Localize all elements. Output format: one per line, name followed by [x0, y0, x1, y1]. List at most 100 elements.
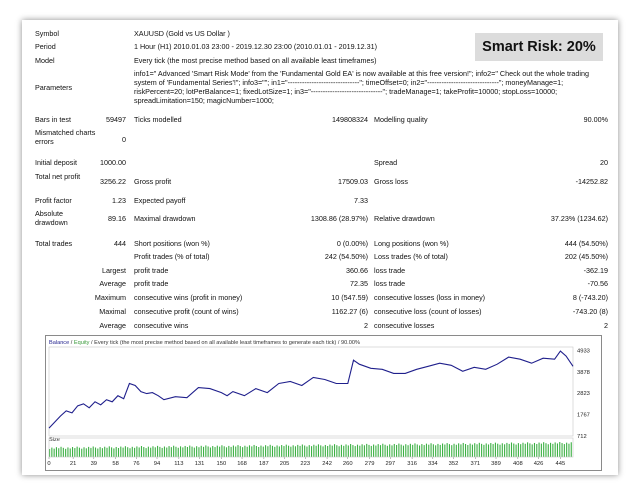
size-bar	[134, 447, 136, 457]
size-bar	[377, 444, 379, 457]
size-bar	[444, 444, 446, 457]
size-bar	[111, 447, 113, 457]
size-bar	[508, 443, 510, 457]
size-bar	[161, 447, 163, 457]
average-consecutive-losses-label: consecutive losses	[374, 321, 435, 330]
size-bar	[333, 444, 336, 457]
size-bar	[292, 445, 294, 457]
size-bar	[163, 446, 166, 457]
size-bar	[304, 445, 306, 457]
size-bar	[219, 446, 221, 457]
profit-trades-label: Profit trades (% of total)	[134, 252, 210, 261]
size-bar	[260, 445, 262, 457]
maximal-consecutive-profit-label: consecutive profit (count of wins)	[134, 307, 239, 316]
size-bar	[58, 448, 60, 457]
x-tick-label: 316	[407, 461, 417, 467]
size-bar	[361, 444, 363, 457]
size-bar	[60, 446, 62, 457]
size-bar	[419, 445, 421, 457]
strategy-tester-report: Smart Risk: 20% Symbol XAUUSD (Gold vs U…	[22, 20, 618, 475]
report-frame: Smart Risk: 20% Symbol XAUUSD (Gold vs U…	[22, 20, 618, 475]
size-bar	[196, 446, 198, 457]
size-bar	[460, 444, 462, 457]
size-bar	[566, 442, 568, 457]
size-bar	[253, 444, 255, 457]
largest-label: Largest	[102, 266, 126, 275]
size-bar	[53, 448, 55, 457]
total-trades-label: Total trades	[35, 239, 73, 248]
size-bar	[221, 445, 223, 457]
size-bar	[428, 444, 430, 457]
x-tick-label: 426	[534, 461, 544, 467]
size-bar	[83, 447, 85, 457]
absolute-drawdown-value: 89.16	[108, 214, 126, 223]
size-bar	[267, 446, 269, 457]
size-bar	[531, 444, 533, 457]
size-bar	[393, 443, 395, 457]
size-bar	[212, 446, 214, 457]
size-bar	[136, 446, 138, 457]
size-bar	[439, 444, 441, 457]
size-bar	[359, 445, 361, 457]
relative-drawdown-value: 37.23% (1234.62)	[550, 214, 608, 223]
x-tick-label: 113	[174, 461, 183, 467]
size-bar	[251, 446, 253, 457]
chart-legend: Balance / Equity / Every tick (the most …	[49, 340, 360, 346]
x-tick-label: 205	[280, 461, 290, 467]
bars-label: Bars in test	[35, 115, 71, 124]
size-bar	[306, 446, 308, 457]
size-bar	[343, 445, 345, 457]
average-profit-value: 72.35	[350, 279, 368, 288]
size-bar	[499, 444, 501, 457]
size-bar	[152, 446, 154, 457]
size-bar	[487, 444, 490, 457]
size-bar	[412, 444, 414, 457]
size-bar	[347, 445, 349, 457]
size-bar	[485, 443, 487, 457]
size-bar	[129, 448, 131, 457]
y-tick-label: 712	[577, 434, 587, 440]
size-bar	[216, 445, 218, 457]
size-bar	[140, 446, 143, 457]
size-bar	[288, 445, 290, 457]
smart-risk-badge: Smart Risk: 20%	[475, 33, 603, 61]
expected-payoff-value: 7.33	[354, 196, 368, 205]
ticks-value: 149808324	[332, 115, 368, 124]
x-tick-label: 297	[385, 461, 395, 467]
size-bar	[538, 442, 540, 457]
gross-profit-label: Gross profit	[134, 177, 172, 186]
y-tick-label: 2823	[577, 391, 590, 397]
y-tick-label: 3878	[577, 370, 590, 376]
size-bar	[290, 446, 292, 457]
size-bar	[145, 448, 147, 457]
size-bar	[363, 445, 365, 457]
size-bar	[570, 442, 572, 457]
gross-loss-value: -14252.82	[575, 177, 608, 186]
size-bar	[180, 446, 182, 457]
size-bar	[189, 445, 191, 457]
size-bar	[271, 445, 274, 457]
size-bar	[329, 444, 331, 457]
average-loss-value: -70.56	[587, 279, 608, 288]
parameters-value: info1=" Advanced 'Smart Risk Mode' from …	[134, 69, 590, 105]
size-bar	[117, 447, 120, 457]
size-bar	[143, 447, 145, 457]
size-bar	[324, 444, 326, 457]
maximal-drawdown-value: 1308.86 (28.97%)	[310, 214, 368, 223]
size-bar	[65, 448, 67, 457]
size-bar	[170, 447, 172, 457]
size-bar	[71, 447, 74, 457]
size-bar	[391, 445, 393, 457]
size-bar	[173, 445, 175, 457]
size-bar	[85, 448, 87, 457]
size-bar	[338, 446, 340, 457]
size-bar	[317, 444, 319, 457]
size-bar	[138, 447, 140, 457]
maximal-consecutive-loss-value: -743.20 (8)	[572, 307, 608, 316]
largest-profit-label: profit trade	[134, 266, 169, 275]
size-bar	[561, 443, 563, 457]
size-bar	[99, 447, 101, 457]
short-positions-value: 0 (0.00%)	[336, 239, 368, 248]
size-bar	[274, 446, 276, 457]
x-tick-label: 242	[322, 461, 332, 467]
